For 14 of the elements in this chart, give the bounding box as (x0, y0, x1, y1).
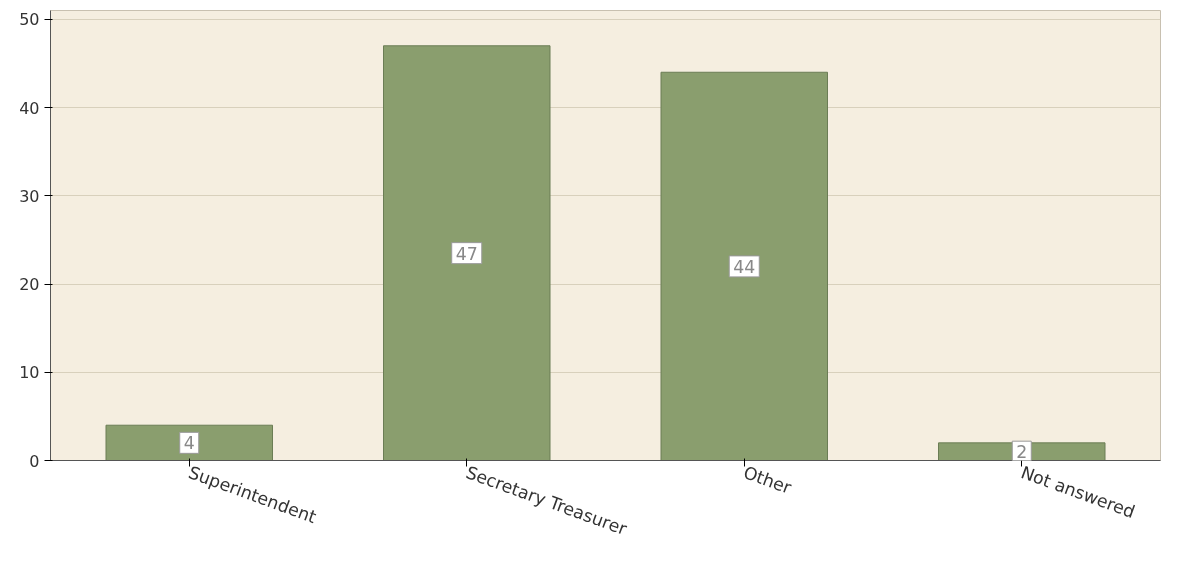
y-tick-label: 30 (19, 186, 40, 206)
bar (105, 424, 273, 461)
data-label: 47 (455, 243, 478, 264)
bar (660, 71, 828, 461)
data-label: 44 (733, 256, 756, 277)
y-tick-label: 50 (19, 10, 40, 30)
y-tick-label: 40 (19, 98, 40, 118)
data-label: 4 (183, 433, 195, 454)
y-tick-label: 0 (29, 451, 40, 471)
x-tick-label: Other (740, 462, 795, 499)
bar (383, 45, 551, 461)
data-label: 2 (1016, 442, 1028, 463)
y-tick-label: 10 (19, 363, 40, 383)
y-tick-label: 20 (19, 275, 40, 295)
